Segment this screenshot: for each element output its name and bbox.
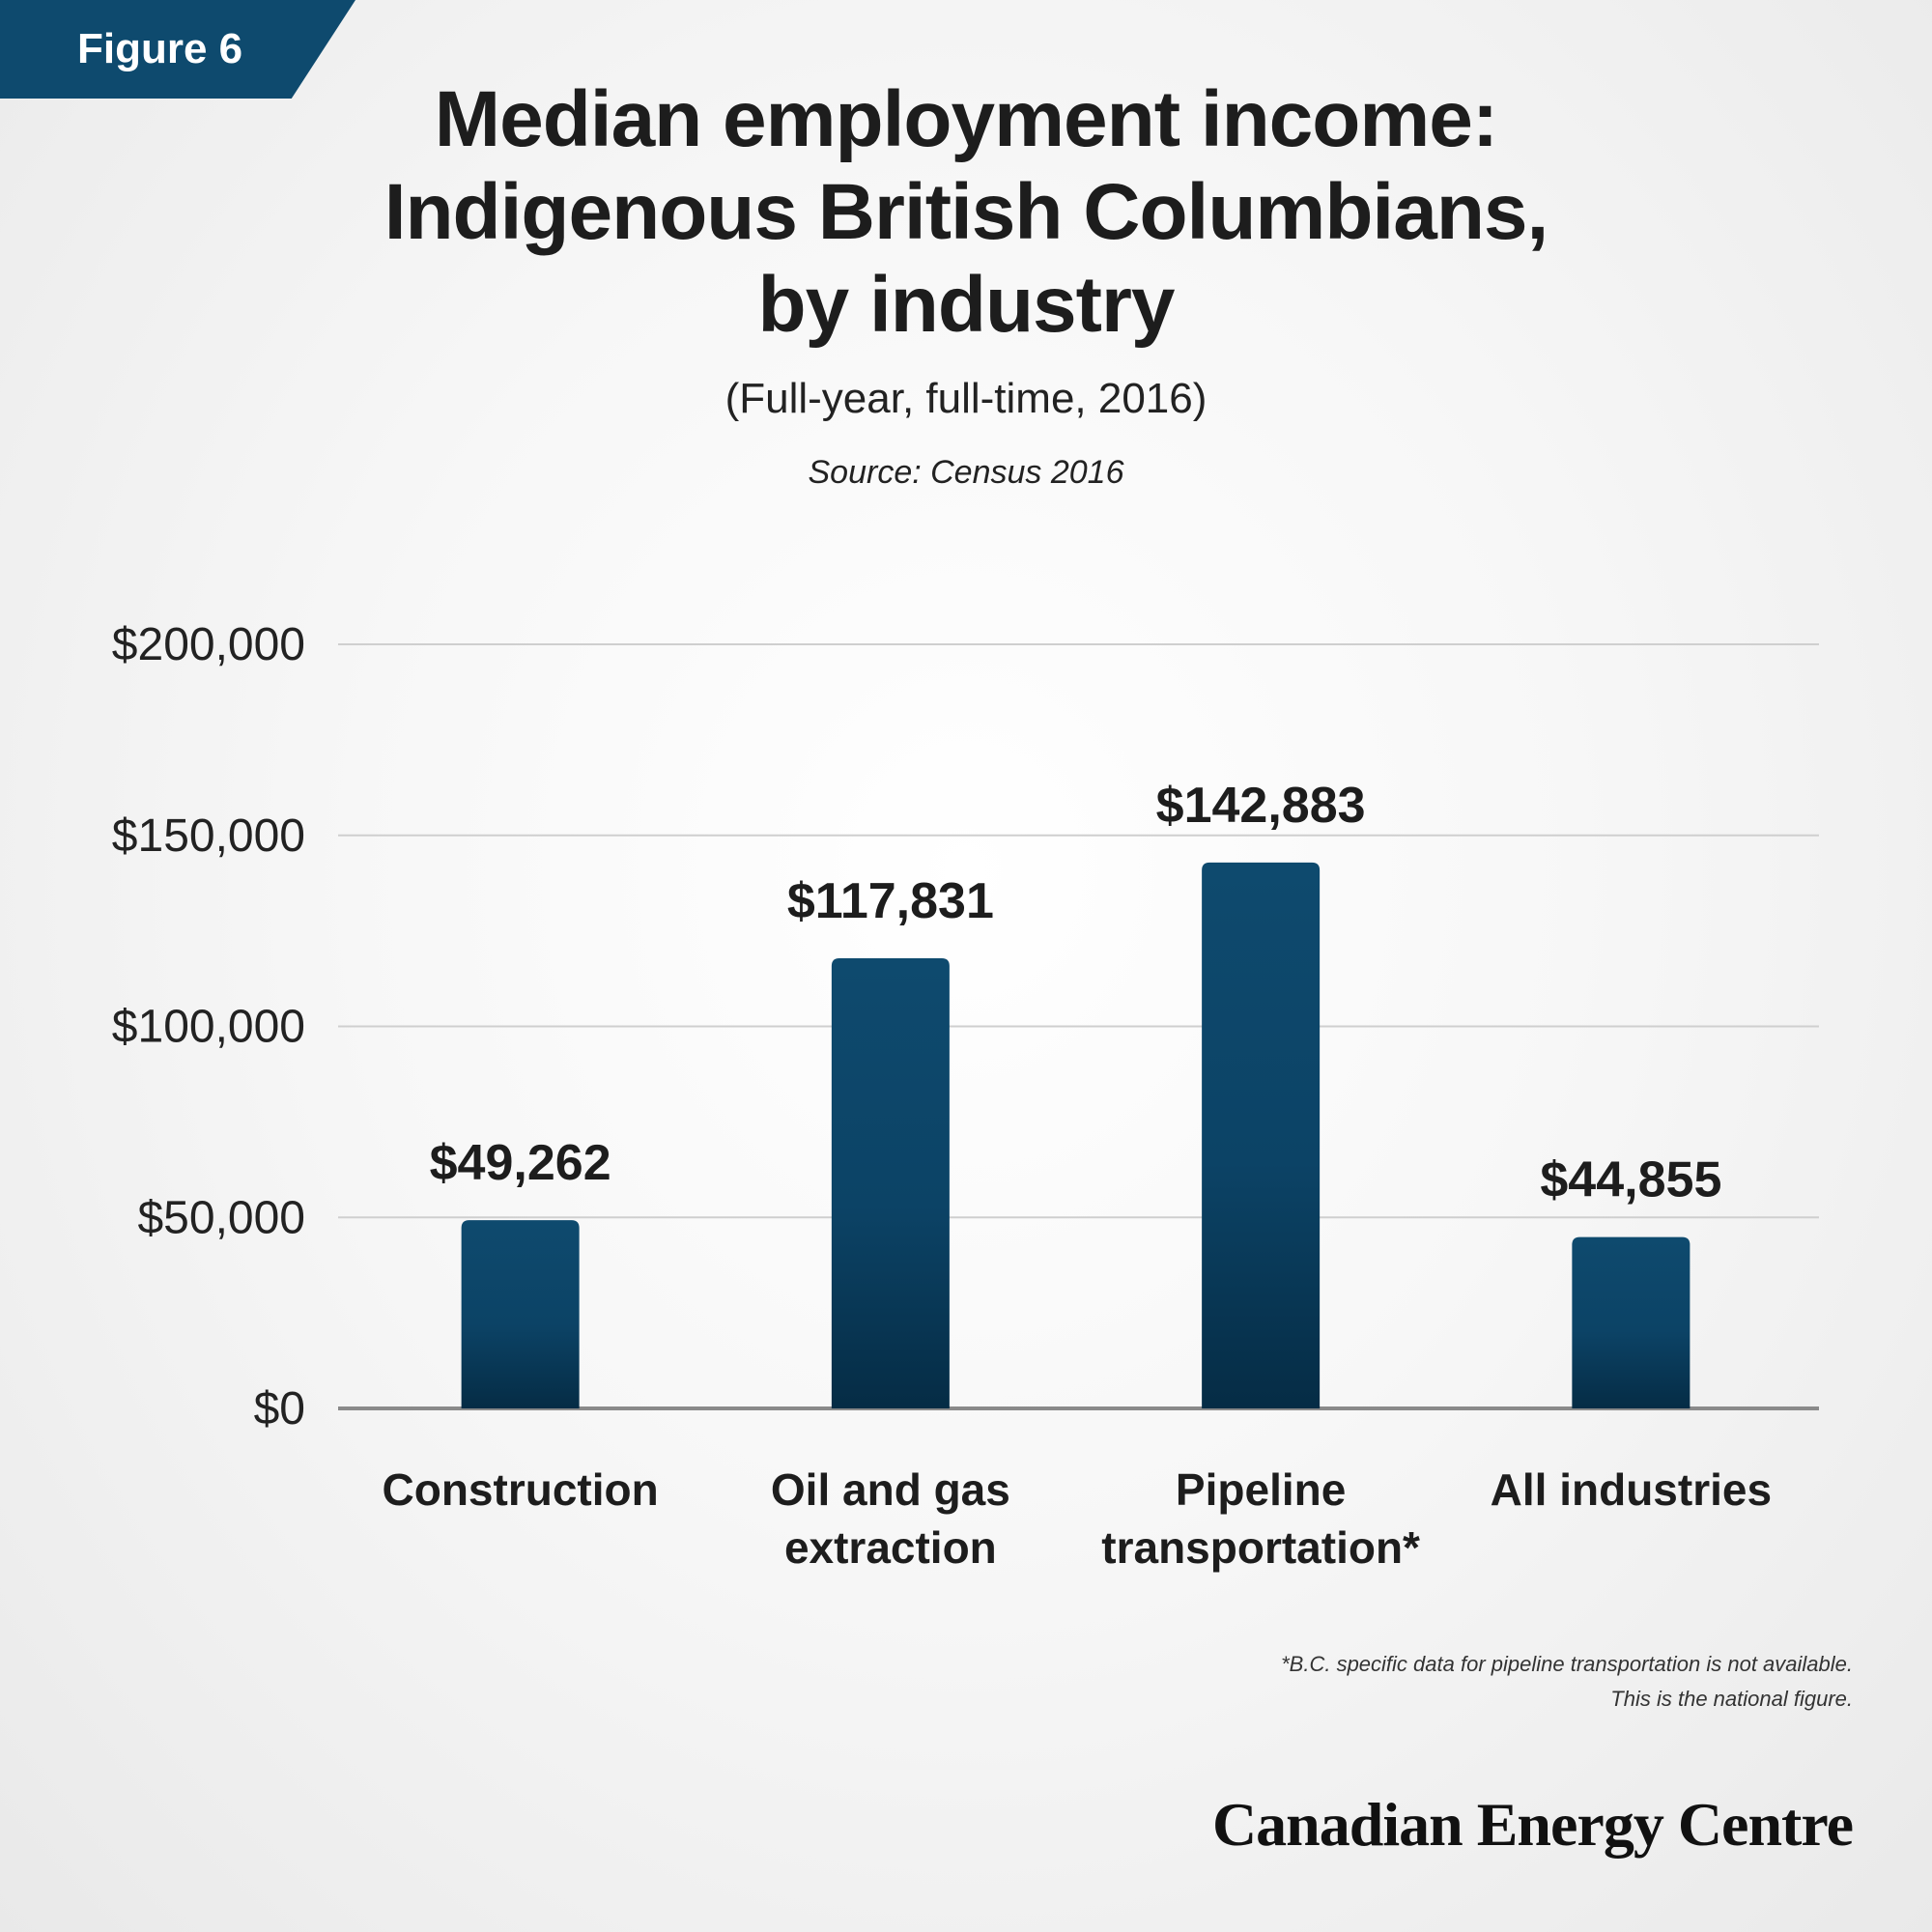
chart-title: Median employment income: Indigenous Bri… (0, 73, 1932, 352)
brand-logo: Canadian Energy Centre (1211, 1790, 1854, 1859)
category-label: Construction (383, 1464, 659, 1515)
bar (831, 957, 950, 1408)
footnote: *B.C. specific data for pipeline transpo… (1281, 1647, 1853, 1717)
chart-subtitle: (Full-year, full-time, 2016) (724, 375, 1208, 422)
bar (461, 1220, 580, 1408)
bar-value-label: $142,883 (1156, 778, 1366, 834)
figure-label: Figure 6 (77, 25, 243, 72)
bar-value-label: $117,831 (787, 873, 994, 929)
bar-value-label: $44,855 (1540, 1152, 1721, 1208)
bar (1572, 1236, 1690, 1408)
category-label: Oil and gas (771, 1464, 1010, 1515)
footnote-line-2: This is the national figure. (1610, 1687, 1853, 1711)
footnote-line-1: *B.C. specific data for pipeline transpo… (1281, 1652, 1853, 1676)
category-label: transportation* (1101, 1522, 1420, 1573)
y-tick-label: $150,000 (112, 810, 305, 862)
title-line-2: Indigenous British Columbians, (384, 168, 1549, 256)
title-line-3: by industry (757, 261, 1176, 349)
y-tick-label: $0 (254, 1383, 305, 1435)
y-tick-label: $200,000 (112, 619, 305, 670)
y-tick-label: $100,000 (112, 1002, 305, 1053)
title-line-1: Median employment income: (434, 75, 1498, 163)
y-tick-label: $50,000 (137, 1192, 305, 1243)
category-label: extraction (784, 1522, 997, 1573)
category-label: All industries (1491, 1464, 1772, 1515)
bar-value-label: $49,262 (430, 1135, 611, 1191)
chart-source: Source: Census 2016 (808, 454, 1124, 491)
category-label: Pipeline (1176, 1464, 1346, 1515)
figure-badge (0, 0, 355, 99)
bar (1202, 862, 1321, 1408)
